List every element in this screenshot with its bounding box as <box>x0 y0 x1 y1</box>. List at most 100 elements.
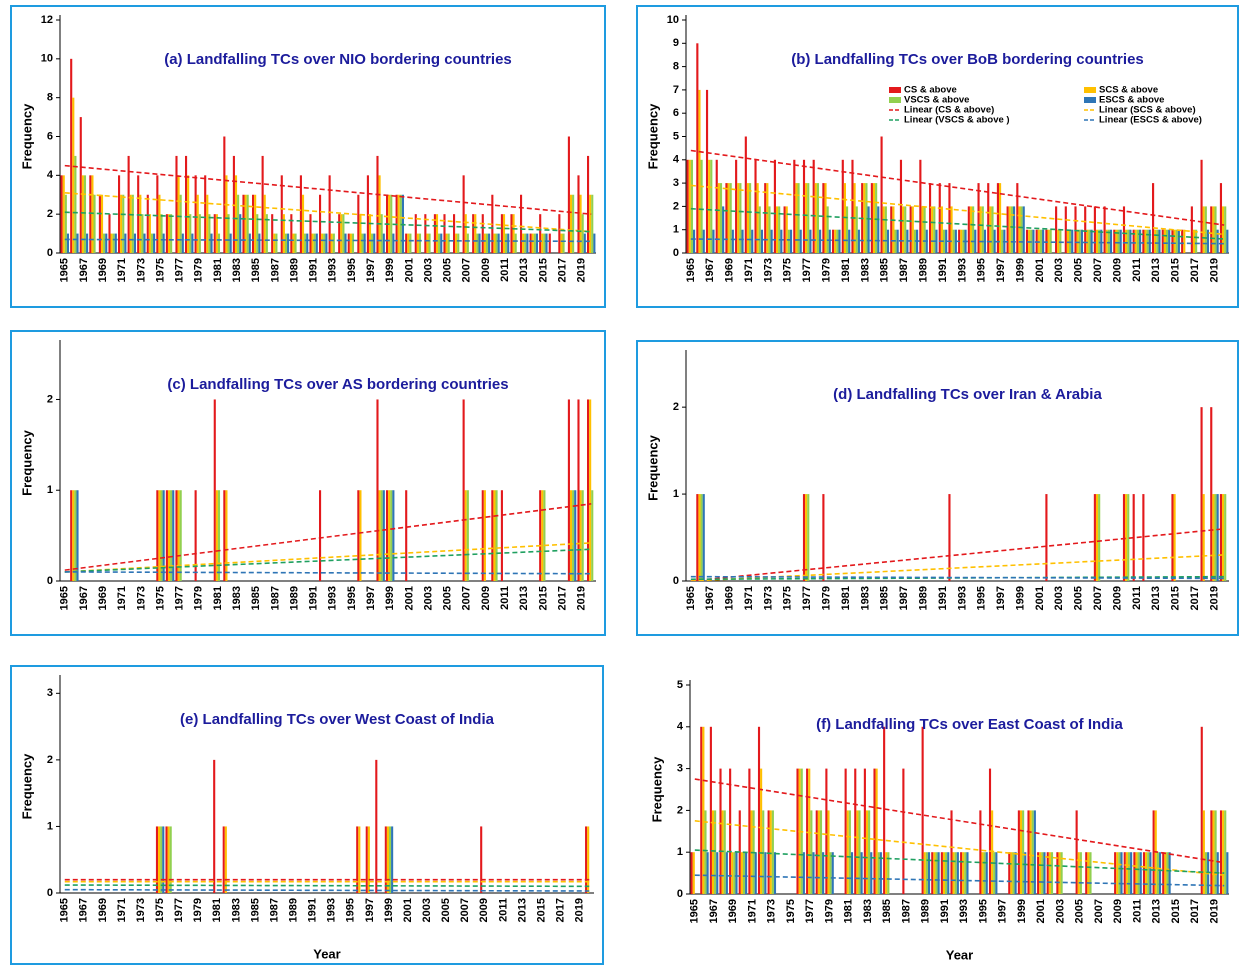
bar <box>979 810 982 894</box>
bar <box>1214 206 1217 253</box>
bar <box>825 768 828 894</box>
bar <box>700 159 703 253</box>
x-tick-label: 2009 <box>1111 258 1123 282</box>
x-tick-label: 1965 <box>685 586 697 610</box>
bar <box>892 206 895 253</box>
bar <box>928 183 932 253</box>
x-tick-label: 2017 <box>556 258 568 282</box>
bar <box>223 136 226 253</box>
bar <box>1018 206 1021 253</box>
bar <box>969 206 973 253</box>
trend-line <box>690 149 1225 226</box>
x-tick-label: 1975 <box>154 258 166 282</box>
x-tick-label: 2015 <box>537 586 549 610</box>
bar <box>741 229 744 253</box>
bar <box>1147 852 1150 894</box>
bar <box>690 159 693 253</box>
x-tick-label: 2009 <box>480 258 492 282</box>
bar <box>263 194 266 253</box>
x-tick-label: 1971 <box>116 898 128 922</box>
x-tick-label: 2019 <box>576 258 588 282</box>
panel-d: 0 1 2 1965 1967 1969 1971 1973 1975 1977 1979 1981 1… <box>636 340 1239 636</box>
bar <box>1134 229 1137 253</box>
bar <box>802 494 806 581</box>
bar <box>89 175 92 253</box>
x-tick-label: 1985 <box>879 586 891 610</box>
bar <box>225 175 228 253</box>
bar <box>863 768 866 894</box>
x-tick-label: 2015 <box>1170 258 1182 282</box>
bar <box>1137 852 1140 894</box>
bar <box>960 229 963 253</box>
x-tick-label: 1967 <box>704 258 716 282</box>
bar <box>1146 229 1149 253</box>
bar <box>237 194 240 253</box>
bar <box>1226 229 1229 253</box>
bar <box>1125 229 1128 253</box>
x-tick-label: 1971 <box>743 586 755 610</box>
bar <box>1057 229 1060 253</box>
bar <box>822 183 825 253</box>
bar <box>1175 229 1178 253</box>
bar <box>1087 852 1090 894</box>
bar <box>1222 206 1225 253</box>
bar <box>1200 407 1203 581</box>
bar <box>797 183 800 253</box>
bar <box>827 810 830 894</box>
bar <box>86 233 89 253</box>
bar <box>491 490 494 581</box>
bar <box>1093 494 1096 581</box>
trend-line <box>64 888 590 892</box>
bar <box>966 852 969 894</box>
bar <box>954 852 957 894</box>
bar <box>1103 206 1106 253</box>
x-tick-label: 1985 <box>250 258 262 282</box>
x-tick-label: 2017 <box>1189 586 1201 610</box>
trend-line <box>694 820 1225 876</box>
x-tick-label: 2001 <box>1035 899 1047 923</box>
bar <box>851 159 854 253</box>
bar <box>948 183 951 253</box>
bar <box>70 58 73 254</box>
bar <box>1156 229 1159 253</box>
x-tick-label: 1975 <box>785 899 797 923</box>
bar <box>587 399 590 581</box>
bar <box>1171 229 1174 253</box>
bar <box>581 490 584 581</box>
bar <box>169 826 172 893</box>
x-tick-label: 2019 <box>1208 899 1220 923</box>
bar <box>478 233 481 253</box>
bar <box>1119 229 1122 253</box>
bar <box>457 233 460 253</box>
bar <box>700 494 703 581</box>
bar <box>254 194 257 253</box>
bar <box>378 175 381 253</box>
bar <box>1022 206 1025 253</box>
x-tick-label: 1987 <box>898 586 910 610</box>
bar <box>143 233 146 253</box>
x-tick-label: 1981 <box>843 899 855 923</box>
bar <box>758 206 761 253</box>
x-tick-label: 2009 <box>480 586 492 610</box>
bar <box>215 490 218 581</box>
bar <box>380 214 383 253</box>
y-tick-label: 7 <box>673 84 679 96</box>
bar <box>1115 229 1118 253</box>
x-tick-label: 2019 <box>1208 258 1220 282</box>
bar <box>304 233 307 253</box>
bar <box>979 206 982 253</box>
bar <box>940 852 943 894</box>
bar <box>162 490 165 581</box>
bar <box>366 175 369 253</box>
bar <box>754 159 757 253</box>
bar <box>721 810 724 894</box>
bar <box>1069 229 1072 253</box>
bar <box>1098 229 1101 253</box>
bar <box>1216 229 1219 253</box>
x-tick-label: 1999 <box>1014 586 1026 610</box>
x-tick-label: 1999 <box>1016 899 1028 923</box>
bar <box>440 233 443 253</box>
x-tick-label: 1993 <box>327 586 339 610</box>
bar <box>702 229 705 253</box>
bar <box>802 159 806 253</box>
